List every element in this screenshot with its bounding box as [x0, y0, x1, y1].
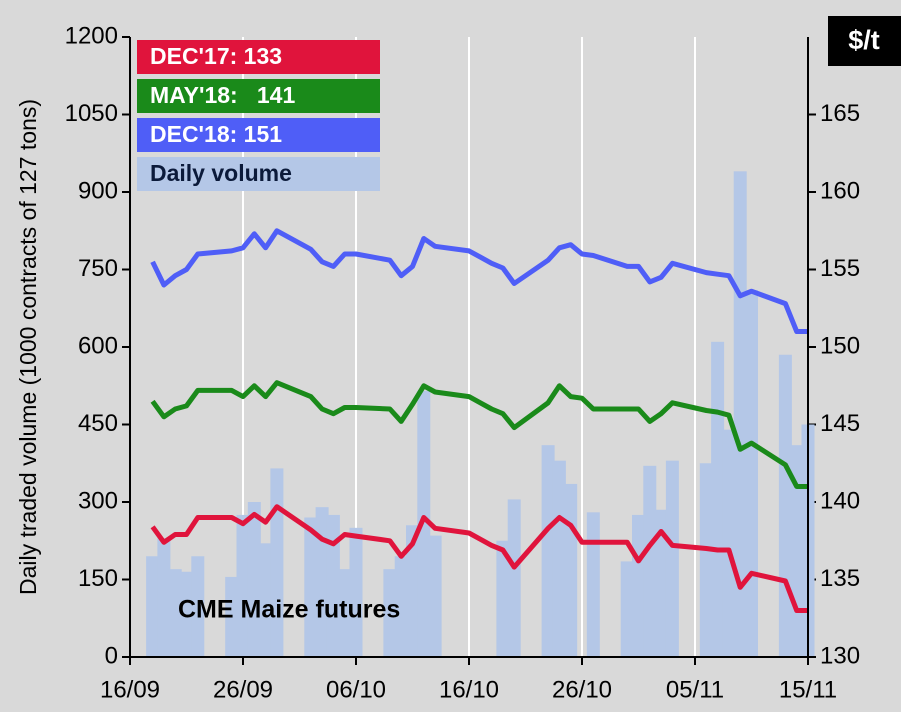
y-tick-label: 0	[105, 642, 118, 669]
legend-swatch	[137, 40, 380, 74]
legend-label: DEC'18: 151	[150, 121, 282, 147]
bar	[180, 571, 193, 657]
legend-swatch	[137, 157, 380, 191]
y-tick-label: 150	[78, 565, 118, 592]
y2-tick-label: 140	[820, 487, 860, 514]
x-tick-label: 16/10	[439, 676, 499, 703]
y2-tick-label: 145	[820, 410, 860, 437]
bar	[259, 543, 273, 657]
bar	[191, 556, 205, 657]
legend-swatch	[137, 79, 380, 113]
x-tick-label: 05/11	[666, 676, 724, 703]
bar	[236, 514, 250, 657]
bar	[394, 556, 408, 657]
x-tick-label: 16/09	[100, 676, 160, 703]
y2-tick-label: 130	[820, 642, 860, 669]
bar	[225, 576, 239, 657]
bar	[270, 468, 284, 657]
y-tick-label: 750	[78, 255, 118, 282]
bar	[722, 429, 736, 657]
bar	[383, 569, 397, 657]
bar	[654, 509, 668, 657]
bar	[157, 538, 171, 657]
y2-label-box	[828, 16, 901, 66]
bar	[620, 561, 634, 657]
y2-axis-label: $/t	[848, 25, 880, 55]
annotation: CME Maize futures	[178, 596, 400, 624]
x-tick-label: 26/09	[213, 676, 273, 703]
y-tick-label: 900	[78, 177, 118, 204]
bar	[507, 499, 521, 657]
y-tick-label: 450	[78, 410, 118, 437]
line	[150, 380, 808, 489]
legend-swatch	[137, 118, 380, 152]
bar	[304, 517, 318, 657]
legend-label: MAY'18: 141	[150, 82, 295, 108]
bar	[406, 525, 419, 657]
legend-label: DEC'17: 133	[150, 43, 282, 69]
bar	[338, 569, 352, 657]
x-tick-label: 26/10	[552, 676, 612, 703]
bar	[428, 535, 442, 657]
bar	[564, 483, 578, 657]
bar	[247, 502, 261, 657]
y2-tick-label: 165	[820, 100, 860, 127]
bar	[552, 460, 566, 657]
bar	[632, 514, 645, 657]
y-tick-label: 600	[78, 332, 118, 359]
bar	[778, 354, 792, 657]
bar	[315, 507, 329, 657]
legend-label: Daily volume	[150, 160, 292, 186]
bar	[168, 569, 182, 657]
bar	[326, 514, 340, 657]
y-tick-label: 1200	[65, 22, 118, 49]
x-tick-label: 06/10	[326, 676, 386, 703]
bar	[711, 341, 725, 657]
bar	[496, 540, 510, 657]
y2-tick-label: 155	[820, 255, 860, 282]
bar	[541, 445, 555, 657]
y-tick-label: 300	[78, 487, 118, 514]
y2-tick-label: 150	[820, 332, 860, 359]
line	[150, 228, 808, 334]
bar	[643, 465, 657, 657]
line	[150, 504, 808, 613]
y-tick-label: 1050	[65, 100, 118, 127]
bar	[417, 390, 431, 657]
bar	[665, 460, 679, 657]
bar	[699, 463, 713, 657]
y-axis-label: Daily traded volume (1000 contracts of 1…	[15, 99, 41, 595]
y2-tick-label: 135	[820, 565, 860, 592]
y2-tick-label: 160	[820, 177, 860, 204]
bar	[586, 512, 600, 657]
x-tick-label: 15/11	[779, 676, 837, 703]
bar	[349, 527, 363, 657]
bar	[745, 290, 758, 657]
bar	[146, 556, 160, 657]
